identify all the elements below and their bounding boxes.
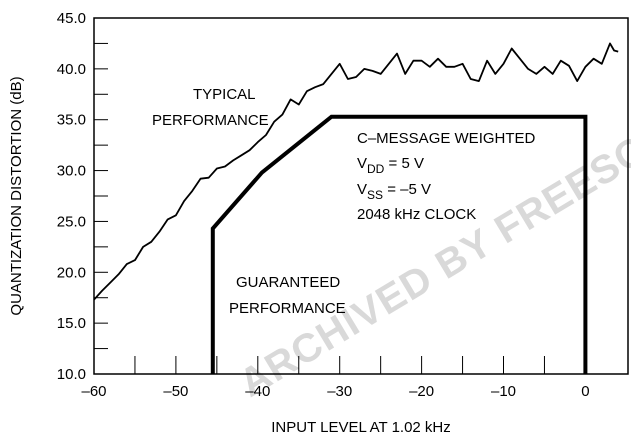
y-tick-label: 45.0 <box>57 10 86 27</box>
x-tick-label: –20 <box>409 383 434 400</box>
annotation: PERFORMANCE <box>152 112 269 129</box>
y-tick-label: 10.0 <box>57 366 86 383</box>
annotation: GUARANTEED <box>236 274 340 291</box>
x-tick-label: –50 <box>163 383 188 400</box>
y-axis-label: QUANTIZATION DISTORTION (dB) <box>8 76 25 315</box>
annotation-rest: = –5 V <box>383 181 431 198</box>
y-tick-label: 20.0 <box>57 264 86 281</box>
annotation-subscript: SS <box>367 188 383 202</box>
series-line <box>93 42 619 301</box>
annotation-text: PERFORMANCE <box>229 300 346 317</box>
annotation-text: V <box>357 181 367 198</box>
y-tick-label: 25.0 <box>57 213 86 230</box>
annotation-text: 2048 kHz CLOCK <box>357 206 476 223</box>
y-tick-label: 40.0 <box>57 61 86 78</box>
annotation-text: TYPICAL <box>193 86 256 103</box>
y-tick-label: 15.0 <box>57 315 86 332</box>
annotation: VSS = –5 V <box>357 181 431 202</box>
x-axis-label: INPUT LEVEL AT 1.02 kHz <box>271 419 451 436</box>
x-tick-label: –30 <box>327 383 352 400</box>
annotation-subscript: DD <box>367 162 385 176</box>
annotation: C–MESSAGE WEIGHTED <box>357 130 536 147</box>
y-tick-label: 30.0 <box>57 163 86 180</box>
x-tick-label: –10 <box>491 383 516 400</box>
annotation: 2048 kHz CLOCK <box>357 206 476 223</box>
annotation: PERFORMANCE <box>229 300 346 317</box>
series-line <box>210 114 588 374</box>
annotation-text: GUARANTEED <box>236 274 340 291</box>
x-tick-label: –40 <box>245 383 270 400</box>
annotation: TYPICAL <box>193 86 256 103</box>
annotation-text: V <box>357 155 367 172</box>
annotation: VDD = 5 V <box>357 155 424 176</box>
x-tick-label: –60 <box>81 383 106 400</box>
y-tick-label: 35.0 <box>57 112 86 129</box>
annotation-text: C–MESSAGE WEIGHTED <box>357 130 536 147</box>
annotation-rest: = 5 V <box>384 155 424 172</box>
annotation-text: PERFORMANCE <box>152 112 269 129</box>
x-tick-label: 0 <box>581 383 589 400</box>
